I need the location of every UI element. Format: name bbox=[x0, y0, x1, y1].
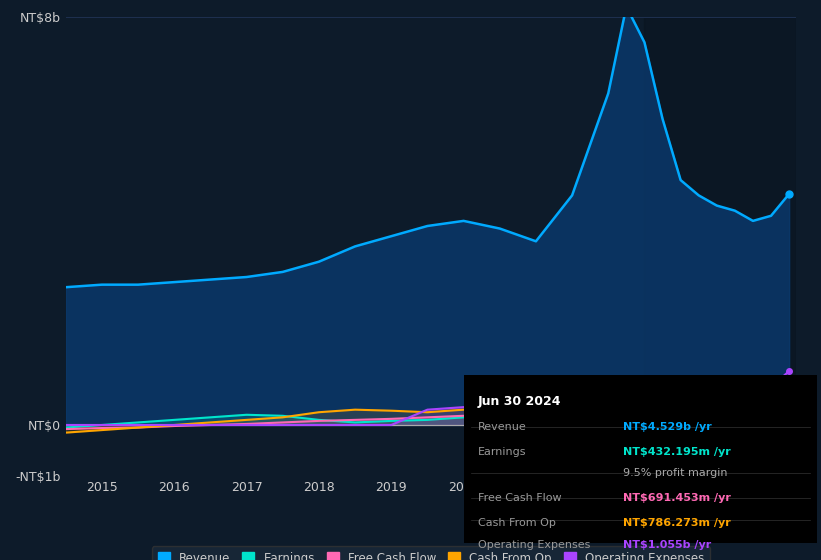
Text: NT$1.055b /yr: NT$1.055b /yr bbox=[622, 540, 711, 550]
Text: Operating Expenses: Operating Expenses bbox=[478, 540, 590, 550]
Text: Cash From Op: Cash From Op bbox=[478, 518, 556, 528]
Text: Jun 30 2024: Jun 30 2024 bbox=[478, 395, 562, 408]
Text: Revenue: Revenue bbox=[478, 422, 527, 432]
Text: NT$786.273m /yr: NT$786.273m /yr bbox=[622, 518, 731, 528]
Text: 9.5% profit margin: 9.5% profit margin bbox=[622, 468, 727, 478]
Text: NT$691.453m /yr: NT$691.453m /yr bbox=[622, 493, 731, 503]
Text: Free Cash Flow: Free Cash Flow bbox=[478, 493, 562, 503]
Bar bbox=[644, 17, 796, 476]
Text: Earnings: Earnings bbox=[478, 447, 526, 458]
Text: NT$432.195m /yr: NT$432.195m /yr bbox=[622, 447, 731, 458]
Text: NT$4.529b /yr: NT$4.529b /yr bbox=[622, 422, 712, 432]
Legend: Revenue, Earnings, Free Cash Flow, Cash From Op, Operating Expenses: Revenue, Earnings, Free Cash Flow, Cash … bbox=[152, 547, 710, 560]
